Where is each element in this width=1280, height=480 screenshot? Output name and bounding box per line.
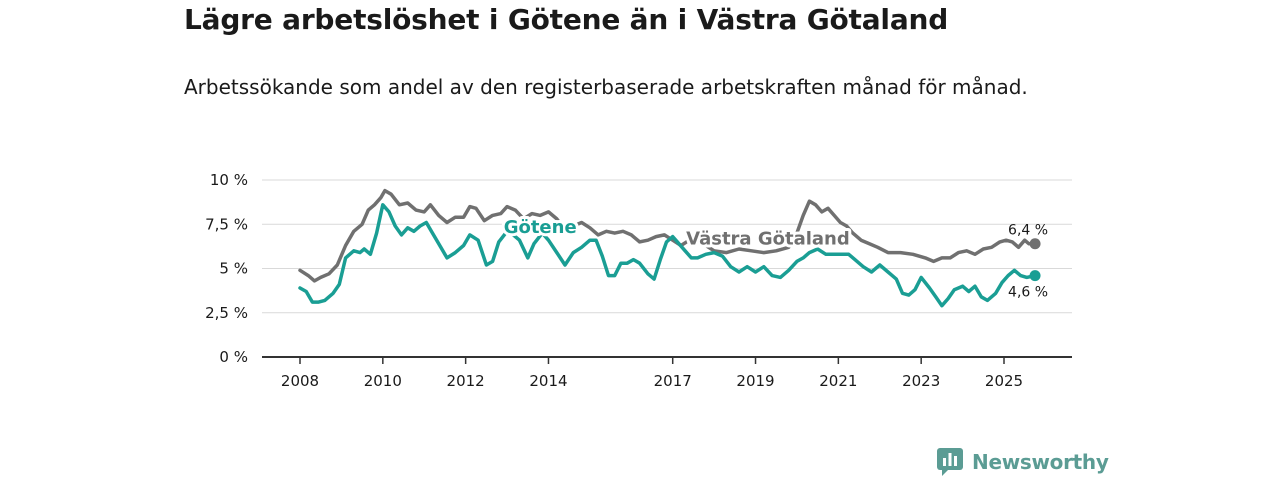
- series-end-dot-g-tene: [1029, 270, 1041, 282]
- series-label-v-stra-g-taland: Västra Götaland: [686, 229, 850, 250]
- series-lines: [298, 188, 1041, 308]
- gridlines: [262, 179, 1072, 314]
- series-line-v-stra-g-taland: [298, 188, 1037, 283]
- brand-name: Newsworthy: [972, 450, 1109, 474]
- chart-subtitle: Arbetssökande som andel av den registerb…: [184, 75, 1028, 99]
- x-tick-label: 2019: [736, 372, 774, 390]
- y-tick-label: 0 %: [219, 348, 248, 366]
- line-chart: 0 % 2,5 % 5 % 7,5 % 10 % 2008 2010 2012 2014 201…: [205, 171, 1072, 390]
- series-labels: 6,4 % 4,6 % Götene Västra Götaland: [501, 214, 1048, 301]
- series-end-label-v-stra-g-taland: 6,4 %: [1008, 223, 1048, 239]
- y-tick-label: 10 %: [210, 171, 248, 189]
- series-end-dot-v-stra-g-taland: [1029, 238, 1041, 250]
- brand-logo: Newsworthy: [937, 448, 1109, 476]
- x-tick-label: 2008: [281, 372, 319, 390]
- newsworthy-bar-chart-icon: [937, 448, 963, 476]
- x-tick-label: 2025: [985, 372, 1023, 390]
- y-tick-label: 5 %: [219, 260, 248, 278]
- series-label-g-tene: Götene: [504, 217, 577, 238]
- y-tick-label: 2,5 %: [205, 304, 248, 322]
- series-end-label-g-tene: 4,6 %: [1008, 285, 1048, 301]
- x-tick-label: 2023: [902, 372, 940, 390]
- series-line-g-tene: [298, 203, 1037, 308]
- x-tick-label: 2017: [654, 372, 692, 390]
- x-axis: 2008 2010 2012 2014 2017 2019 2021 2023 2025: [262, 356, 1072, 390]
- x-tick-label: 2010: [364, 372, 402, 390]
- y-tick-label: 7,5 %: [205, 215, 248, 233]
- x-tick-label: 2021: [819, 372, 857, 390]
- x-tick-label: 2012: [447, 372, 485, 390]
- chart-title: Lägre arbetslöshet i Götene än i Västra …: [184, 3, 949, 36]
- x-tick-label: 2014: [529, 372, 567, 390]
- y-axis-ticks: 0 % 2,5 % 5 % 7,5 % 10 %: [205, 171, 248, 366]
